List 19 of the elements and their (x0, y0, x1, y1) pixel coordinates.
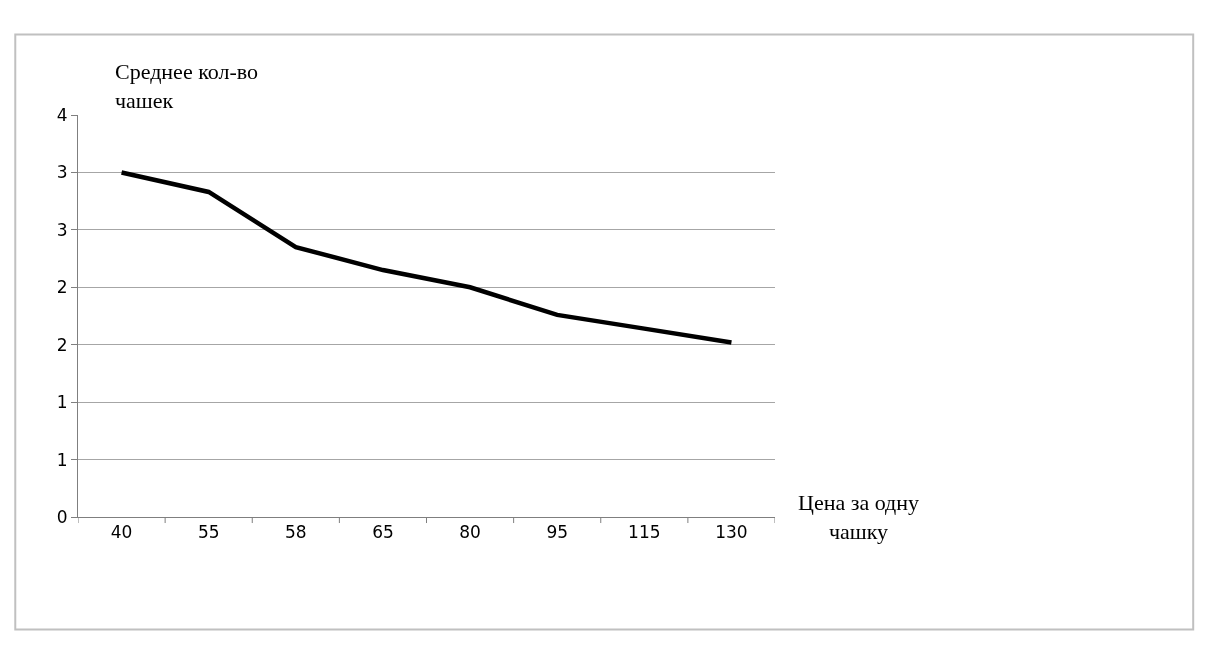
y-tick-label: 2 (56, 277, 68, 298)
x-tick-label: 55 (197, 522, 220, 543)
line-series (119, 170, 734, 345)
y-axis-title: Среднее кол-во чашек (115, 59, 258, 113)
y-tick-label: 3 (56, 162, 68, 183)
x-tick-label: 65 (372, 522, 394, 543)
x-tick-label: 115 (628, 522, 661, 543)
x-tick-label: 95 (546, 522, 569, 543)
y-tick-label: 4 (56, 104, 68, 125)
y-tick-label: 1 (56, 392, 68, 413)
x-tick-label: 130 (715, 522, 748, 543)
x-tick-label: 40 (110, 522, 133, 543)
y-tick-label: 0 (56, 506, 68, 527)
x-axis-title: Цена за одну чашку (798, 490, 919, 544)
y-tick-label: 3 (56, 219, 68, 240)
y-tick-label: 2 (56, 334, 68, 355)
x-tick-label: 80 (459, 522, 481, 543)
x-tick-label: 58 (284, 522, 307, 543)
y-tick-label: 1 (56, 449, 68, 470)
